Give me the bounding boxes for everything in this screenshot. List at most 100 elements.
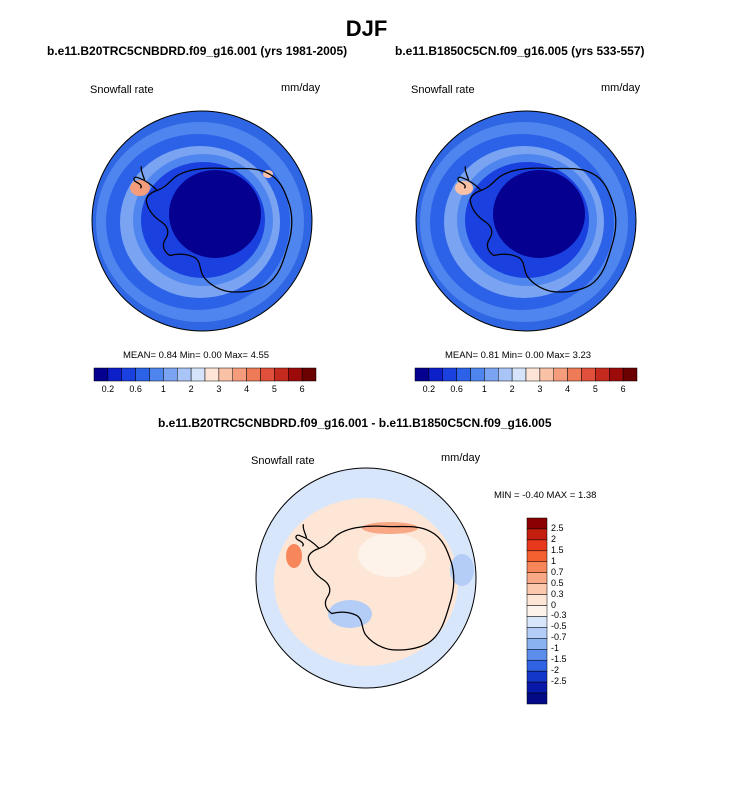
colorbar-swatch xyxy=(553,367,568,382)
panel2-mean-label: MEAN= xyxy=(445,350,478,361)
panel2-map-border xyxy=(415,110,637,332)
colorbar-swatch xyxy=(190,367,206,382)
colorbar-swatch xyxy=(526,616,548,628)
panel3-variable-label: Snowfall rate xyxy=(251,455,315,467)
colorbar-tick-label: 1.5 xyxy=(551,544,564,555)
colorbar-tick-label: 2 xyxy=(551,533,557,544)
panel2-map xyxy=(416,111,636,331)
colorbar-swatch xyxy=(260,367,275,382)
panel2-max-label: Max= xyxy=(546,350,570,361)
panel3-min-value: -0.40 xyxy=(522,490,544,501)
colorbar-swatch xyxy=(301,367,317,382)
colorbar-swatch xyxy=(232,367,247,382)
colorbar-swatch xyxy=(526,550,548,563)
colorbar-tick-label: 0.2 xyxy=(422,384,436,394)
colorbar-swatch xyxy=(595,367,610,382)
panel2-min-label: Min= xyxy=(501,350,523,361)
panel1-peninsula-maximum xyxy=(130,180,150,196)
panel2-variable-label: Snowfall rate xyxy=(411,84,475,96)
colorbar-tick-label: 0.7 xyxy=(551,566,564,577)
panel3-coastal-maximum xyxy=(362,522,418,534)
colorbar-swatch xyxy=(526,659,548,672)
colorbar-tick-label: 0.5 xyxy=(551,577,564,588)
colorbar-swatch xyxy=(622,367,638,382)
colorbar-tick-label: 4 xyxy=(244,384,250,394)
panel1-colorbar xyxy=(93,367,317,382)
colorbar-tick-label: 0.6 xyxy=(129,384,142,394)
colorbar-swatch xyxy=(526,539,548,552)
colorbar-swatch xyxy=(526,692,548,705)
colorbar-swatch xyxy=(288,367,303,382)
colorbar-swatch xyxy=(93,367,109,382)
colorbar-swatch xyxy=(526,605,548,617)
colorbar-tick-label: -0.3 xyxy=(551,610,567,621)
colorbar-tick-label: 1 xyxy=(481,384,487,394)
colorbar-swatch xyxy=(526,627,548,639)
colorbar-swatch xyxy=(456,367,471,382)
panel3-units-label: mm/day xyxy=(441,452,481,464)
colorbar-tick-label: 1 xyxy=(551,555,557,566)
panel1-mean-value: 0.84 xyxy=(158,350,178,361)
colorbar-swatch xyxy=(526,681,548,694)
panel1-units-label: mm/day xyxy=(281,82,321,94)
panel1-title: b.e11.B20TRC5CNBDRD.f09_g16.001 (yrs 198… xyxy=(47,44,348,58)
panel2-units-label: mm/day xyxy=(601,82,641,94)
colorbar-swatch xyxy=(511,367,527,382)
panel1-mean-label: MEAN= xyxy=(123,350,156,361)
colorbar-tick-label: 6 xyxy=(299,384,305,394)
colorbar-swatch xyxy=(526,594,548,606)
panel1-min-value: 0.00 xyxy=(203,350,222,361)
colorbar-swatch xyxy=(526,517,548,530)
panel3-map-border xyxy=(255,467,477,689)
colorbar-tick-label: 2 xyxy=(188,384,194,394)
colorbar-tick-label: 6 xyxy=(620,384,626,394)
panel1-max-label: Max= xyxy=(224,350,248,361)
colorbar-swatch xyxy=(177,367,192,382)
colorbar-swatch xyxy=(484,367,499,382)
panel2-interior xyxy=(493,170,585,258)
colorbar-tick-label: 2 xyxy=(509,384,515,394)
colorbar-swatch xyxy=(428,367,443,382)
panel3-peninsula-maximum xyxy=(286,544,302,568)
panel3-max-value: 1.38 xyxy=(577,490,597,501)
panel1-max-value: 4.55 xyxy=(250,350,270,361)
colorbar-swatch xyxy=(414,367,430,382)
colorbar-swatch xyxy=(218,367,233,382)
colorbar-swatch xyxy=(274,367,289,382)
colorbar-swatch xyxy=(526,561,548,573)
colorbar-tick-label: 4 xyxy=(565,384,571,394)
panel2-peninsula-maximum xyxy=(455,181,473,195)
colorbar-swatch xyxy=(246,367,261,382)
panel2-mean-value: 0.81 xyxy=(480,350,500,361)
figure-title: DJF xyxy=(345,16,388,41)
panel1-stats: MEAN= 0.84 Min= 0.00 Max= 4.55 xyxy=(123,350,269,361)
panel3-map xyxy=(256,468,476,688)
colorbar-tick-label: -0.7 xyxy=(551,632,567,643)
colorbar-swatch xyxy=(581,367,596,382)
colorbar-swatch xyxy=(107,367,122,382)
colorbar-swatch xyxy=(526,528,548,541)
colorbar-swatch xyxy=(526,638,548,650)
colorbar-tick-label: 0.2 xyxy=(101,384,115,394)
colorbar-swatch xyxy=(526,649,548,661)
colorbar-tick-label: -1 xyxy=(551,643,560,654)
panel1-map-border xyxy=(91,110,313,332)
panel3-min-label: MIN = xyxy=(494,490,520,501)
colorbar-tick-label: -2.5 xyxy=(551,676,567,687)
colorbar-swatch xyxy=(442,367,457,382)
colorbar-tick-label: -2 xyxy=(551,665,560,676)
colorbar-swatch xyxy=(121,367,136,382)
colorbar-swatch xyxy=(526,572,548,584)
panel2-min-value: 0.00 xyxy=(525,350,544,361)
colorbar-tick-label: -1.5 xyxy=(551,654,567,665)
panel1-variable-label: Snowfall rate xyxy=(90,84,154,96)
colorbar-swatch xyxy=(204,367,220,382)
panel3-max-label: MAX = xyxy=(546,490,576,501)
panel1-min-label: Min= xyxy=(179,350,201,361)
panel1-interior xyxy=(169,170,261,258)
colorbar-tick-label: 2.5 xyxy=(551,522,564,533)
colorbar-swatch xyxy=(498,367,513,382)
panel3-negative-region xyxy=(328,600,372,628)
colorbar-swatch xyxy=(526,670,548,683)
